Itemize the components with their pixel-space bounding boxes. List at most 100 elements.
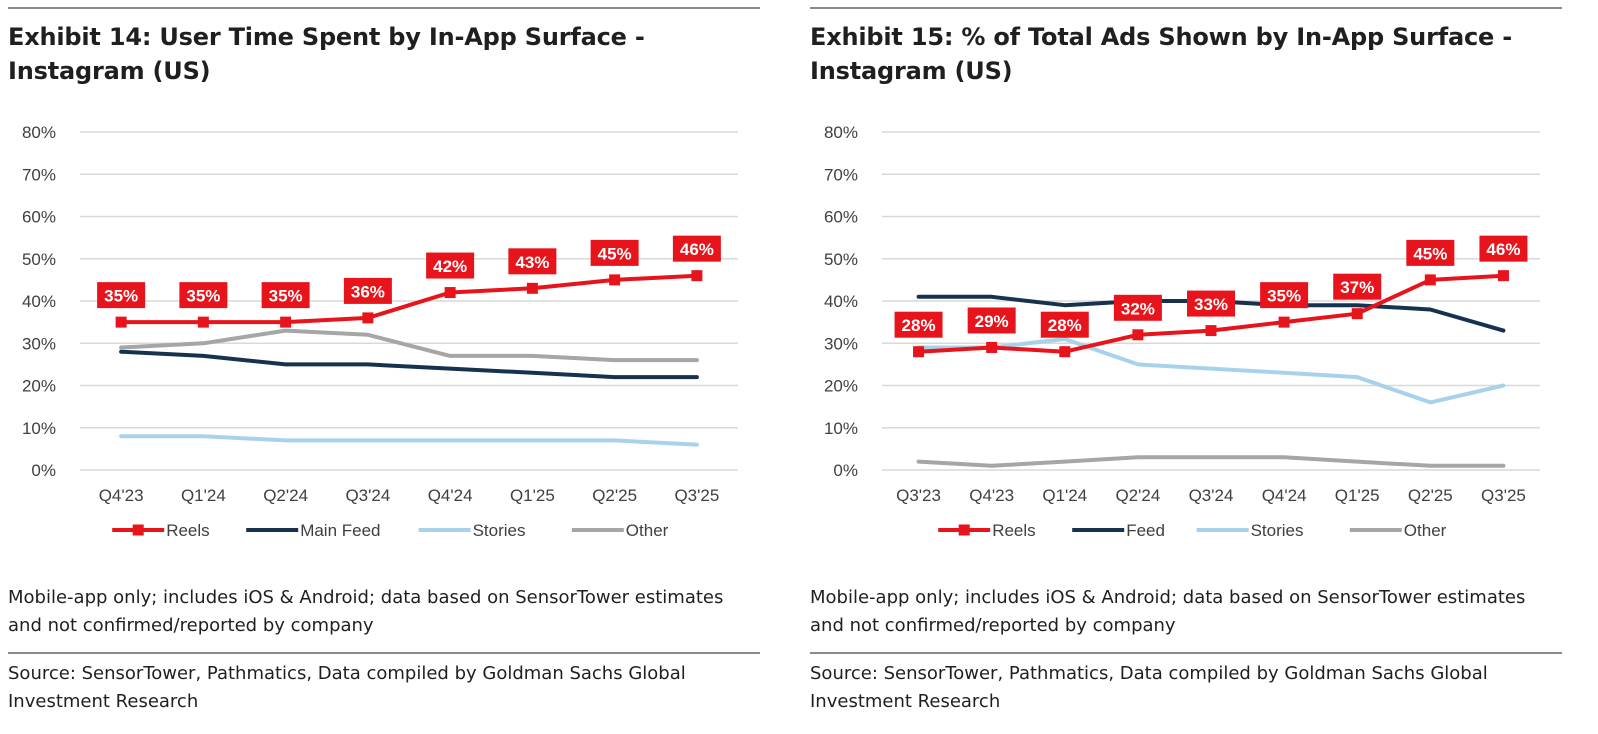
reels-data-label: 46%	[672, 235, 721, 262]
reels-data-label: 35%	[261, 282, 310, 309]
data-label-text: 29%	[975, 312, 1009, 331]
x-tick-label: Q1'25	[510, 486, 555, 505]
reels-point	[444, 287, 456, 299]
data-label-text: 46%	[680, 240, 714, 259]
reels-point	[1424, 274, 1436, 286]
legend-item-other: Other	[1349, 521, 1447, 540]
data-label-text: 35%	[104, 287, 138, 306]
y-tick-label: 80%	[22, 123, 56, 142]
ads-shown-chart: 0% 10% 20% 30% 40% 50% 60% 70% 80% Q3'23 Q4'23 Q1'2…	[824, 123, 1540, 540]
data-label-text: 45%	[1413, 244, 1447, 263]
reels-data-label: 36%	[343, 277, 392, 304]
reels-data-label: 45%	[1406, 239, 1455, 266]
data-label-box	[1040, 311, 1089, 338]
y-tick-label: 10%	[22, 419, 56, 438]
legend-item-reels: Reels	[112, 521, 210, 540]
data-label-box	[967, 307, 1016, 334]
source-rule	[810, 652, 1562, 654]
reels-series-line	[119, 273, 699, 325]
y-tick-label: 10%	[824, 419, 858, 438]
y-tick-label: 70%	[824, 165, 858, 184]
reels-data-label: 32%	[1113, 294, 1162, 321]
other-series-line	[119, 328, 699, 363]
data-label-text: 32%	[1121, 299, 1155, 318]
exhibit-14-panel: Exhibit 14: User Time Spent by In-App Su…	[8, 0, 760, 734]
data-label-box	[1260, 282, 1309, 309]
reels-data-label: 29%	[967, 307, 1016, 334]
x-tick-label: Q4'24	[428, 486, 473, 505]
legend-label: Main Feed	[300, 521, 380, 540]
exhibit-title: Exhibit 14: User Time Spent by In-App Su…	[8, 23, 645, 85]
reels-data-label: 35%	[179, 282, 228, 309]
data-label-text: 46%	[1486, 240, 1520, 259]
legend-label: Reels	[166, 521, 209, 540]
legend-label: Stories	[473, 521, 526, 540]
legend-item-stories: Stories	[418, 521, 526, 540]
top-rule	[810, 7, 1562, 9]
x-tick-label: Q4'24	[1262, 486, 1307, 505]
y-tick-label: 30%	[22, 334, 56, 353]
x-tick-label: Q1'25	[1335, 486, 1380, 505]
y-tick-label: 60%	[824, 208, 858, 227]
reels-point	[362, 312, 374, 324]
x-tick-label: Q2'25	[592, 486, 637, 505]
y-tick-label: 50%	[22, 250, 56, 269]
data-label-text: 45%	[598, 244, 632, 263]
legend-label: Other	[626, 521, 669, 540]
reels-data-label: 46%	[1479, 235, 1528, 262]
reels-data-label: 28%	[894, 311, 943, 338]
legend-marker	[958, 524, 970, 536]
legend-item-reels: Reels	[938, 521, 1036, 540]
reels-data-label: 35%	[1260, 282, 1309, 309]
legend-item-feed: Main Feed	[246, 521, 381, 540]
reels-data-label: 37%	[1333, 273, 1382, 300]
reels-point	[1132, 329, 1144, 341]
y-tick-label: 40%	[22, 292, 56, 311]
data-label-text: 28%	[902, 316, 936, 335]
legend-item-other: Other	[571, 521, 669, 540]
data-label-box	[1406, 239, 1455, 266]
legend-item-feed: Feed	[1072, 521, 1165, 540]
exhibit-title: Exhibit 15: % of Total Ads Shown by In-A…	[810, 23, 1512, 85]
x-tick-label: Q1'24	[181, 486, 226, 505]
exhibit-note: Mobile-app only; includes iOS & Android;…	[810, 587, 1526, 636]
reels-data-label: 28%	[1040, 311, 1089, 338]
y-tick-label: 80%	[824, 123, 858, 142]
y-tick-label: 20%	[824, 377, 858, 396]
data-label-box	[179, 282, 228, 309]
data-label-box	[1333, 273, 1382, 300]
data-label-box	[508, 248, 557, 275]
legend-label: Reels	[992, 521, 1035, 540]
top-rule	[8, 7, 760, 9]
reels-point	[1205, 325, 1217, 337]
x-tick-label: Q3'24	[345, 486, 390, 505]
data-label-box	[343, 277, 392, 304]
feed-series-line	[119, 349, 699, 380]
x-tick-label: Q2'24	[1115, 486, 1160, 505]
y-tick-label: 20%	[22, 377, 56, 396]
reels-data-label: 42%	[426, 252, 475, 279]
reels-point	[986, 341, 998, 353]
reels-point	[691, 270, 703, 282]
y-tick-label: 0%	[833, 461, 858, 480]
exhibit-15-panel: Exhibit 15: % of Total Ads Shown by In-A…	[810, 0, 1562, 734]
reels-data-label: 35%	[97, 282, 146, 309]
reels-point	[1278, 316, 1290, 328]
stories-series-line	[119, 434, 699, 447]
reels-data-label: 43%	[508, 248, 557, 275]
reels-data-label: 45%	[590, 239, 639, 266]
exhibit-source: Source: SensorTower, Pathmatics, Data co…	[8, 663, 686, 712]
data-label-text: 37%	[1340, 278, 1374, 297]
x-tick-label: Q4'23	[99, 486, 144, 505]
data-label-box	[590, 239, 639, 266]
x-tick-label: Q3'24	[1189, 486, 1234, 505]
stories-series-line	[916, 337, 1506, 405]
legend-marker	[132, 524, 144, 536]
x-tick-label: Q3'25	[1481, 486, 1526, 505]
data-label-box	[261, 282, 310, 309]
reels-data-label: 33%	[1187, 290, 1235, 317]
data-label-text: 36%	[351, 282, 385, 301]
data-label-box	[672, 235, 721, 262]
x-tick-label: Q4'23	[969, 486, 1014, 505]
y-tick-label: 0%	[31, 461, 56, 480]
